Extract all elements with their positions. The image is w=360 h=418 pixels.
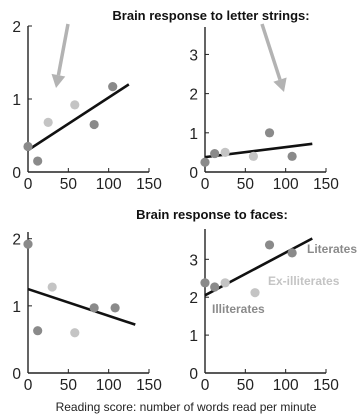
data-point-illiterate <box>33 156 43 166</box>
y-tick-label: 1 <box>12 92 21 109</box>
y-tick-label: 1 <box>189 126 198 143</box>
arrow-head-icon <box>51 73 66 88</box>
x-tick-label: 0 <box>24 377 33 394</box>
y-tick-label: 2 <box>189 290 198 307</box>
data-point-illiterate <box>200 278 210 288</box>
x-tick-label: 100 <box>96 176 122 193</box>
x-axis-label: Reading score: number of words read per … <box>56 400 317 414</box>
title-letters: Brain response to letter strings: <box>112 8 309 23</box>
data-point-literate <box>264 240 275 250</box>
data-point-literate <box>110 303 120 313</box>
data-point-ex-illiterate <box>70 328 80 338</box>
y-tick-label: 1 <box>12 299 21 316</box>
data-point-ex-illiterate <box>220 278 230 288</box>
y-tick-label: 0 <box>12 366 21 383</box>
data-point-illiterate <box>23 141 33 152</box>
panel-faces-right: 0 50 100 150 0 1 2 3 <box>189 229 339 394</box>
x-tick-label: 100 <box>273 377 299 394</box>
panel-letters-right: 0 50 100 150 0 1 2 3 <box>189 23 339 193</box>
x-tick-label: 150 <box>136 377 162 394</box>
data-point-ex-illiterate <box>220 147 230 158</box>
data-point-illiterate <box>210 148 220 159</box>
legend-illiterates: Illiterates <box>212 302 265 316</box>
data-point-illiterate <box>33 326 43 336</box>
legend-literates: Literates <box>307 242 357 256</box>
y-tick-label: 3 <box>189 47 198 64</box>
y-tick-label: 1 <box>189 328 198 345</box>
x-tick-label: 0 <box>24 176 33 193</box>
x-tick-label: 50 <box>237 377 255 394</box>
data-point-illiterate <box>200 157 210 167</box>
y-tick-label: 2 <box>189 87 198 104</box>
data-point-literate <box>264 128 275 138</box>
data-point-illiterate <box>23 239 33 249</box>
x-tick-label: 0 <box>201 377 210 394</box>
data-point-literate <box>89 119 99 130</box>
y-tick-label: 0 <box>12 165 21 182</box>
data-point-literate <box>287 151 297 161</box>
data-point-ex-illiterate <box>248 151 258 161</box>
x-tick-label: 150 <box>136 176 162 193</box>
data-point-ex-illiterate <box>70 100 80 110</box>
data-point-literate <box>108 81 118 92</box>
data-point-literate <box>287 248 297 258</box>
x-tick-label: 50 <box>60 377 78 394</box>
y-tick-label: 0 <box>189 366 198 383</box>
regression-line <box>27 287 136 326</box>
y-tick-label: 2 <box>12 19 21 36</box>
y-tick-label: 2 <box>12 232 21 249</box>
arrow-head-icon <box>273 77 287 92</box>
panel-faces-left: 0 50 100 150 0 1 2 <box>12 232 162 394</box>
y-tick-label: 3 <box>189 252 198 269</box>
x-tick-label: 150 <box>313 377 339 394</box>
title-faces: Brain response to faces: <box>136 207 288 222</box>
data-point-literate <box>89 303 99 313</box>
arrow-shaft <box>260 23 282 81</box>
data-point-ex-illiterate <box>47 282 57 292</box>
regression-line <box>27 83 130 152</box>
data-point-ex-illiterate <box>43 117 53 127</box>
data-point-ex-illiterate <box>250 288 260 298</box>
x-tick-label: 100 <box>273 176 299 193</box>
x-tick-label: 0 <box>201 176 210 193</box>
x-tick-label: 150 <box>313 176 339 193</box>
panel-letters-left: 0 50 100 150 0 1 2 <box>12 19 162 193</box>
arrow-shaft <box>56 23 70 76</box>
y-tick-label: 0 <box>189 165 198 182</box>
x-tick-label: 100 <box>96 377 122 394</box>
x-tick-label: 50 <box>237 176 255 193</box>
x-tick-label: 50 <box>60 176 78 193</box>
legend-ex-illiterates: Ex-illiterates <box>268 274 340 288</box>
data-point-illiterate <box>210 282 220 292</box>
